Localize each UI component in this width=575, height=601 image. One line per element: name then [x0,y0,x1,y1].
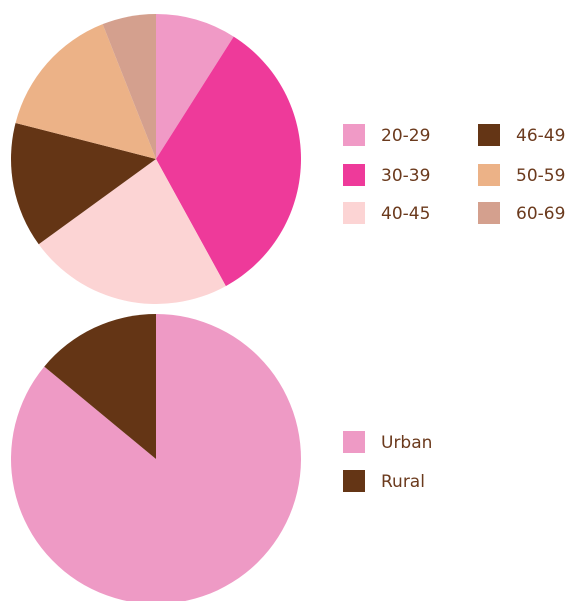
legend-label: 30-39 [381,166,430,186]
legend-swatch [343,164,365,186]
pie-slice [156,36,302,287]
pie-slice [102,14,156,159]
legend-label: Rural [381,472,425,492]
legend-swatch [343,202,365,224]
legend-swatch [343,470,365,492]
pie-slice [15,24,157,160]
legend-swatch [478,164,500,186]
pie-slice [156,14,234,159]
pie-slice [11,122,157,245]
pie-slice [44,314,156,459]
legend-swatch [343,124,365,146]
legend-label: 20-29 [381,126,430,146]
legend-label: 50-59 [516,166,565,186]
legend-label: 46-49 [516,126,565,146]
legend-label: Urban [381,433,432,453]
legend-label: 40-45 [381,204,430,224]
pie-slice [11,314,302,601]
legend-label: 60-69 [516,204,565,224]
legend-swatch [343,431,365,453]
pie-slice [38,159,226,305]
legend-swatch [478,202,500,224]
legend-swatch [478,124,500,146]
